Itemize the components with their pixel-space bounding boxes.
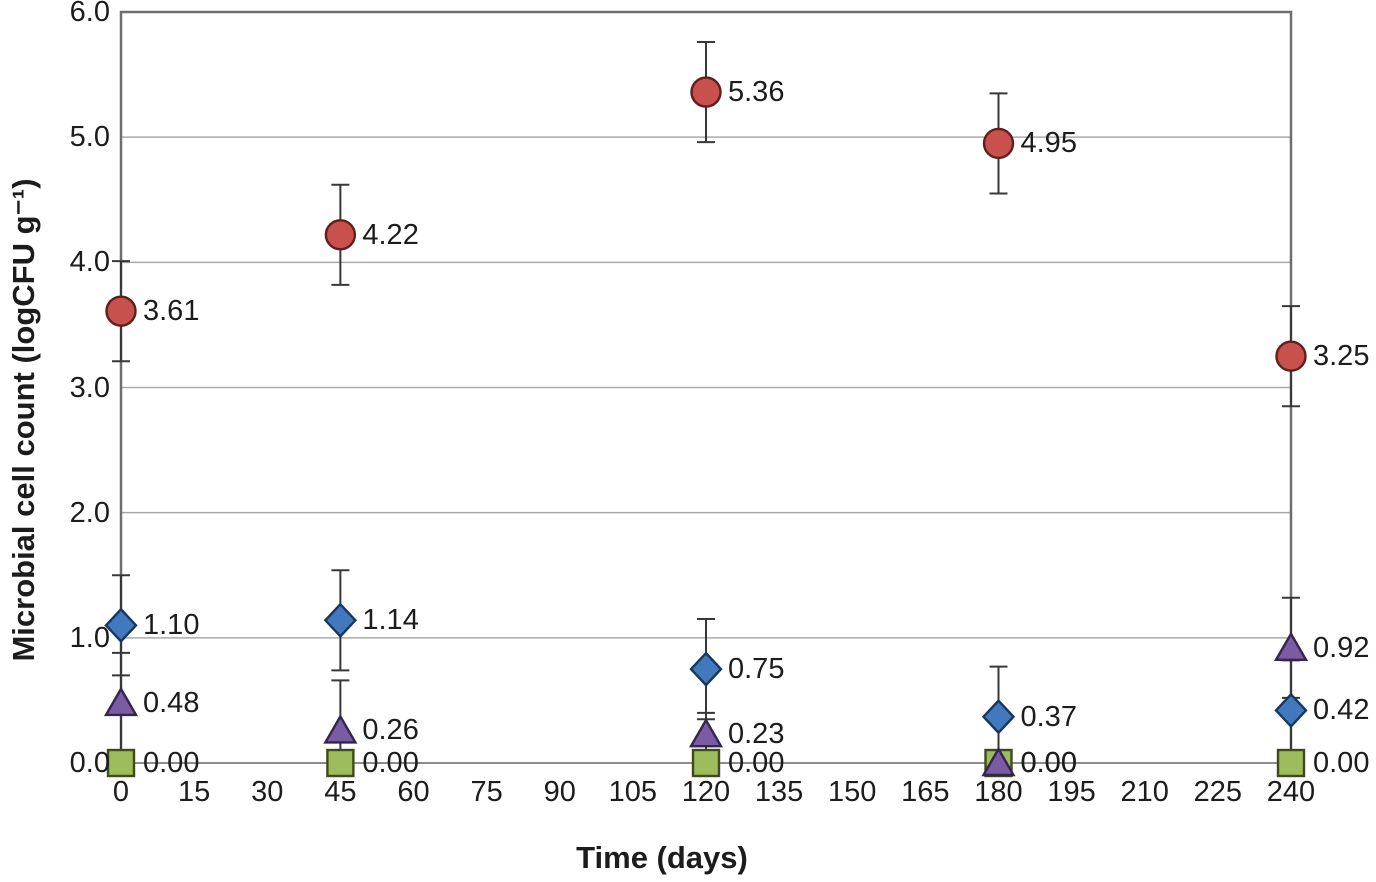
- data-label: 1.10: [143, 609, 200, 642]
- x-tick-label: 165: [901, 776, 950, 808]
- x-axis-title: Time (days): [576, 840, 748, 875]
- x-tick-label: 135: [754, 776, 804, 808]
- data-label: 0.42: [1313, 694, 1370, 727]
- data-point-red-circle-series: [690, 76, 722, 108]
- data-point-blue-diamond-series: [323, 602, 358, 639]
- y-tick-label: 3.0: [69, 371, 110, 404]
- x-tick-label: 240: [1266, 776, 1316, 808]
- x-tick-label: 60: [397, 776, 430, 808]
- x-tick-label: 120: [681, 776, 731, 808]
- x-tick-label: 0: [112, 776, 130, 808]
- data-label: 0.00: [1313, 747, 1370, 779]
- data-label: 5.36: [728, 76, 785, 109]
- data-point-purple-triangle-series: [981, 746, 1016, 777]
- x-tick-label: 150: [828, 776, 877, 808]
- data-label: 1.14: [362, 604, 419, 637]
- data-point-green-square-series: [326, 748, 355, 778]
- data-point-purple-triangle-series: [1273, 631, 1309, 662]
- data-label: 0.00: [728, 747, 785, 779]
- y-tick-label: 1.0: [69, 621, 110, 654]
- data-label: 0.23: [728, 718, 785, 751]
- x-tick-label: 105: [608, 776, 658, 808]
- data-label: 4.22: [362, 218, 419, 251]
- x-tick-label: 75: [470, 776, 503, 808]
- data-label: 0.92: [1313, 631, 1370, 664]
- data-point-blue-diamond-series: [104, 607, 138, 644]
- data-point-purple-triangle-series: [323, 714, 358, 744]
- y-tick-label: 0.0: [69, 747, 110, 779]
- data-point-red-circle-series: [324, 219, 357, 251]
- x-tick-label: 45: [324, 776, 357, 808]
- y-tick-label: 4.0: [69, 246, 110, 279]
- data-point-red-circle-series: [105, 295, 137, 327]
- x-tick-label: 210: [1120, 776, 1169, 808]
- data-point-green-square-series: [106, 748, 136, 778]
- data-label: 0.48: [143, 686, 200, 719]
- y-tick-label: 2.0: [69, 496, 110, 529]
- y-tick-label: 6.0: [69, 0, 110, 28]
- x-tick-label: 180: [974, 776, 1023, 808]
- data-label: 0.00: [362, 747, 419, 779]
- data-label: 0.37: [1020, 700, 1077, 733]
- data-point-red-circle-series: [982, 127, 1015, 160]
- x-tick-label: 15: [177, 776, 211, 808]
- data-point-blue-diamond-series: [689, 651, 723, 687]
- data-label: 4.95: [1020, 127, 1077, 160]
- data-label: 0.00: [1020, 747, 1077, 779]
- data-point-green-square-series: [691, 748, 721, 778]
- data-label: 3.25: [1313, 340, 1370, 373]
- data-point-blue-diamond-series: [981, 698, 1016, 735]
- data-point-blue-diamond-series: [1274, 692, 1308, 729]
- data-point-purple-triangle-series: [688, 717, 724, 748]
- data-label: 0.26: [362, 714, 419, 747]
- data-label: 0.75: [728, 653, 785, 686]
- data-label: 0.00: [1020, 747, 1077, 779]
- data-point-red-circle-series: [1275, 340, 1307, 372]
- x-tick-label: 30: [251, 776, 284, 808]
- y-tick-label: 5.0: [69, 121, 110, 154]
- data-label: 0.00: [143, 747, 200, 779]
- data-label: 3.61: [143, 295, 200, 328]
- data-point-green-square-series: [1276, 748, 1306, 778]
- x-tick-label: 90: [543, 776, 576, 808]
- data-point-purple-triangle-series: [103, 686, 139, 717]
- x-tick-label: 225: [1193, 776, 1243, 808]
- x-tick-label: 195: [1047, 776, 1096, 808]
